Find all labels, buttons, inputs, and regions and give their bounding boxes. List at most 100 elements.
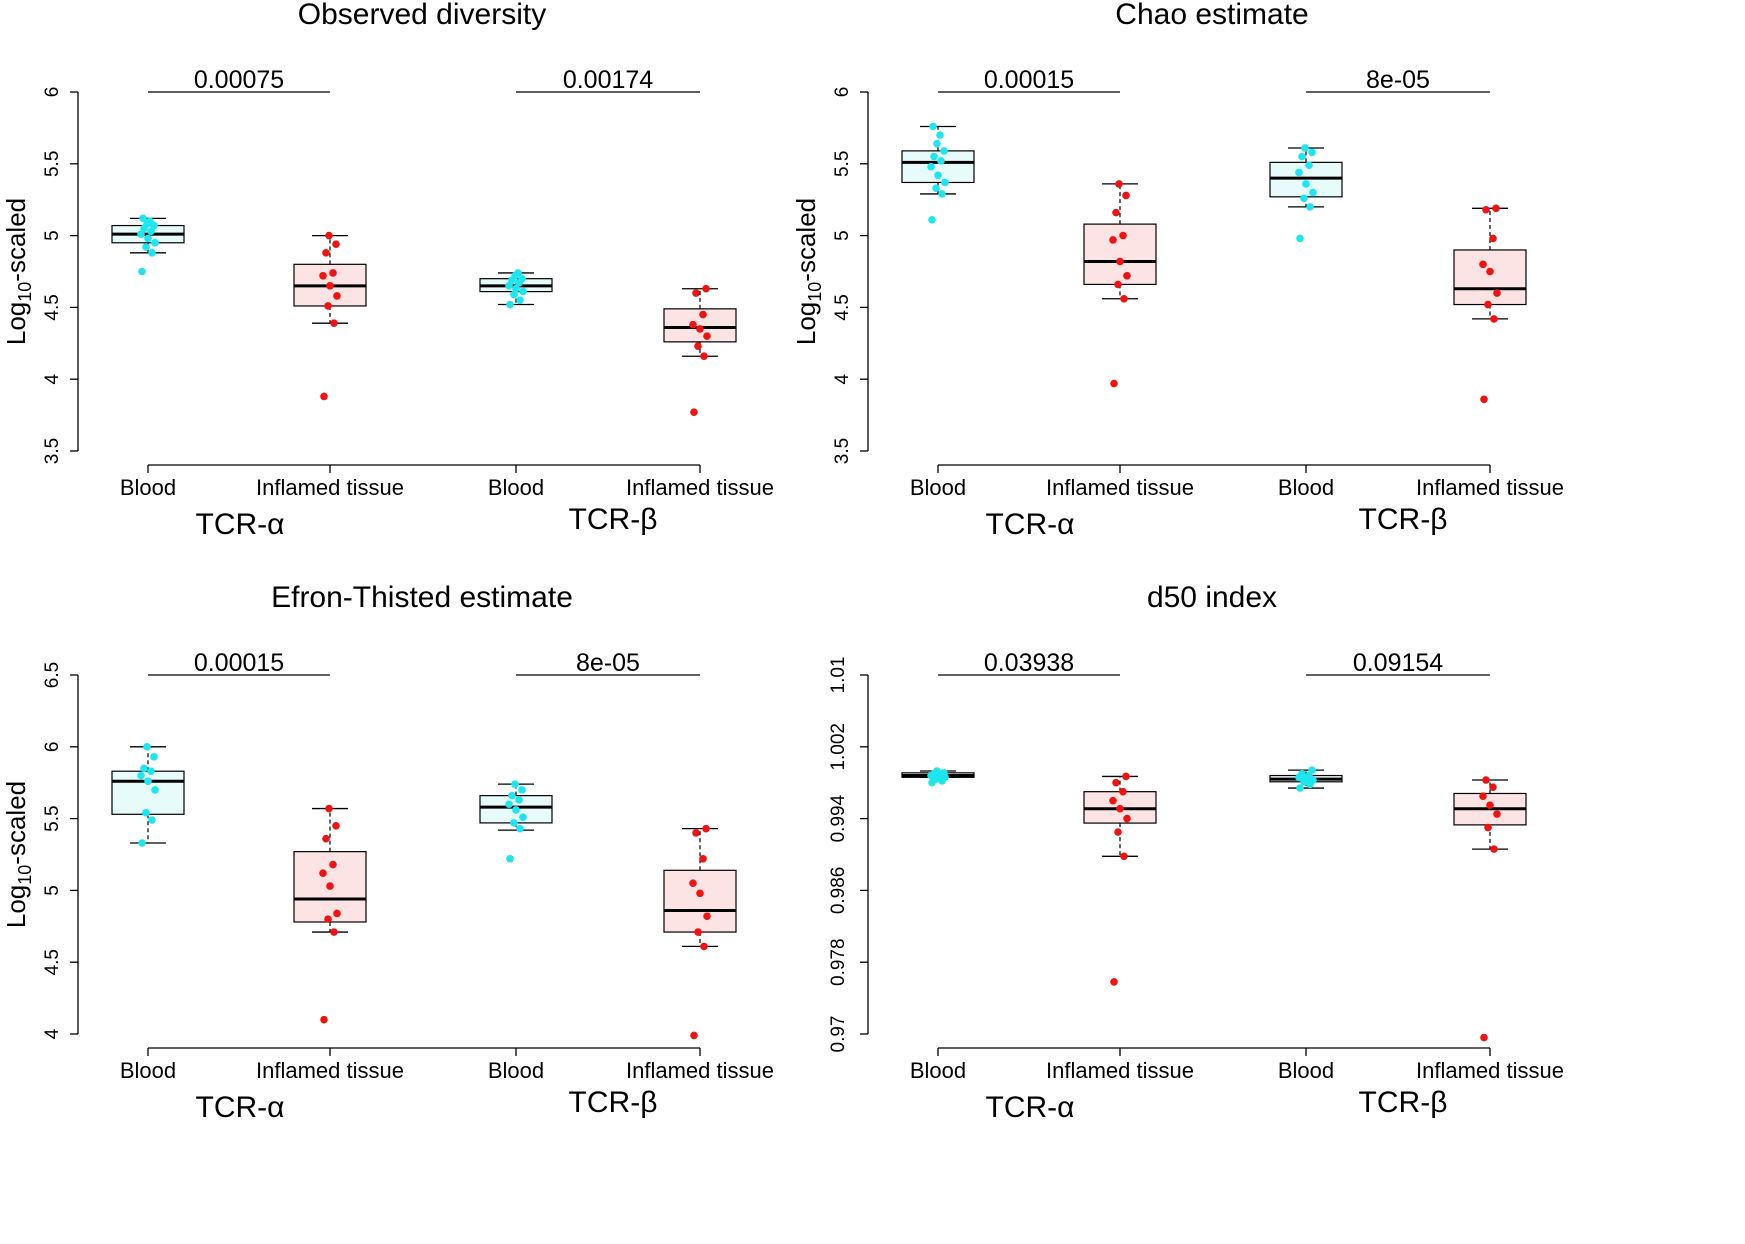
data-point: [1295, 168, 1303, 177]
box-blood: [111, 743, 185, 847]
x-tick-label: Blood: [910, 475, 966, 500]
data-point: [1116, 257, 1124, 266]
data-point: [690, 408, 698, 417]
box-inflamed-tissue: [1453, 776, 1527, 1042]
data-point: [144, 234, 152, 243]
data-point: [929, 122, 937, 131]
chart-panel-2: Chao estimate 3.5 4 4.5 5 5.5 6 Log10-scaled Blo…: [791, 0, 1564, 541]
group-label-tcr-alpha: TCR-α: [986, 1091, 1075, 1124]
data-point: [694, 342, 702, 350]
chart-title: d50 index: [1147, 581, 1277, 614]
y-tick-label: 4.5: [832, 294, 853, 320]
data-point: [519, 287, 527, 296]
data-point: [941, 178, 949, 187]
y-tick-label: 6.5: [42, 662, 63, 688]
box-inflamed-tissue: [1083, 772, 1157, 986]
data-point: [324, 915, 332, 923]
box-inflamed-tissue: [293, 231, 367, 401]
data-point: [696, 325, 704, 333]
y-tick-label: 5: [42, 885, 63, 896]
data-point: [927, 162, 935, 171]
data-point: [700, 352, 708, 361]
data-point: [1493, 289, 1501, 297]
data-point: [1123, 272, 1131, 280]
data-point: [703, 912, 711, 921]
data-point: [699, 855, 707, 863]
data-point: [332, 240, 340, 249]
data-point: [1296, 234, 1304, 243]
group-label-tcr-alpha: TCR-α: [196, 1091, 285, 1124]
x-tick-label: Blood: [1278, 1058, 1334, 1083]
data-point: [1112, 208, 1120, 217]
data-point: [147, 227, 155, 236]
y-axis-label-rest: -scaled: [791, 198, 821, 282]
x-tick-label: Inflamed tissue: [1046, 475, 1194, 500]
y-tick-label: 4.5: [42, 294, 63, 320]
data-point: [143, 743, 151, 751]
p-value-label: 0.00174: [563, 66, 653, 94]
y-tick-label: 1.01: [828, 657, 849, 694]
data-point: [690, 1031, 698, 1040]
data-point: [148, 249, 156, 257]
y-tick-label: 0.986: [828, 867, 849, 915]
y-axis-label-subscript: 10: [15, 865, 35, 885]
chart-panel-4: d50 index 0.97 0.978 0.986 0.994 1.002 1.01 Blo…: [828, 581, 1564, 1124]
data-point: [702, 284, 710, 293]
data-point: [1122, 191, 1130, 200]
group-label-tcr-beta: TCR-β: [569, 503, 658, 536]
box-inflamed-tissue: [663, 824, 737, 1040]
data-point: [322, 834, 330, 843]
y-tick-label: 5.5: [42, 805, 63, 831]
y-tick-label: 5.5: [42, 151, 63, 177]
y-tick-label: 5: [832, 230, 853, 241]
data-point: [1306, 203, 1314, 211]
data-point: [518, 786, 526, 794]
data-point: [138, 267, 146, 276]
data-point: [933, 767, 941, 775]
x-tick-label: Inflamed tissue: [626, 475, 774, 500]
data-point: [142, 243, 150, 251]
data-point: [511, 780, 519, 788]
p-value-label: 0.00015: [984, 66, 1074, 94]
data-point: [514, 269, 522, 277]
data-point: [325, 804, 333, 813]
y-axis-label-main: Log: [1, 302, 31, 345]
x-tick-label: Inflamed tissue: [256, 475, 404, 500]
y-axis-label: Log10-scaled: [1, 198, 35, 345]
box-body: [663, 869, 737, 933]
data-point: [140, 764, 148, 773]
x-tick-label: Inflamed tissue: [626, 1058, 774, 1083]
y-axis-label-subscript: 10: [15, 282, 35, 302]
x-tick-label: Blood: [120, 475, 176, 500]
chart-title: Chao estimate: [1115, 0, 1308, 31]
data-point: [333, 909, 341, 918]
y-axis-label-rest: -scaled: [1, 198, 31, 282]
data-point: [151, 238, 159, 247]
y-tick-label: 3.5: [42, 438, 63, 464]
data-point: [325, 231, 333, 240]
y-axis-label-subscript: 10: [805, 282, 825, 302]
y-tick-label: 6: [832, 87, 853, 98]
data-point: [326, 282, 334, 290]
chart-panel-1: Observed diversity 3.5 4 4.5 5 5.5 6 Log10-scal…: [1, 0, 774, 541]
data-point: [148, 816, 156, 824]
data-point: [1114, 828, 1122, 836]
box-blood: [111, 214, 185, 276]
group-label-tcr-beta: TCR-β: [569, 1086, 658, 1119]
x-tick-label: Blood: [910, 1058, 966, 1083]
x-tick-label: Inflamed tissue: [1046, 1058, 1194, 1083]
y-tick-label: 4: [832, 373, 853, 384]
data-point: [937, 157, 945, 165]
data-point: [1301, 144, 1309, 152]
data-point: [322, 249, 330, 257]
data-point: [1114, 280, 1122, 289]
box-inflamed-tissue: [663, 284, 737, 417]
y-tick-label: 3.5: [832, 438, 853, 464]
data-point: [689, 320, 697, 329]
chart-title: Observed diversity: [298, 0, 546, 31]
data-point: [689, 879, 697, 888]
data-point: [510, 819, 518, 827]
box-blood: [479, 269, 553, 309]
box-body: [1453, 249, 1527, 306]
data-point: [1490, 315, 1498, 323]
